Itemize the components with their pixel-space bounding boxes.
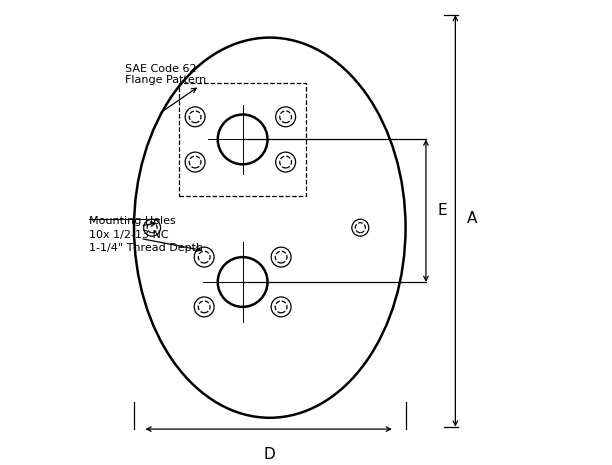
Text: D: D xyxy=(264,447,275,462)
Text: E: E xyxy=(437,203,447,218)
Text: A: A xyxy=(467,211,477,226)
Text: Mounting Holes
10x 1/2-13 NC
1-1/4" Thread Depth: Mounting Holes 10x 1/2-13 NC 1-1/4" Thre… xyxy=(89,216,203,253)
Text: SAE Code 62
Flange Pattern: SAE Code 62 Flange Pattern xyxy=(125,64,206,85)
